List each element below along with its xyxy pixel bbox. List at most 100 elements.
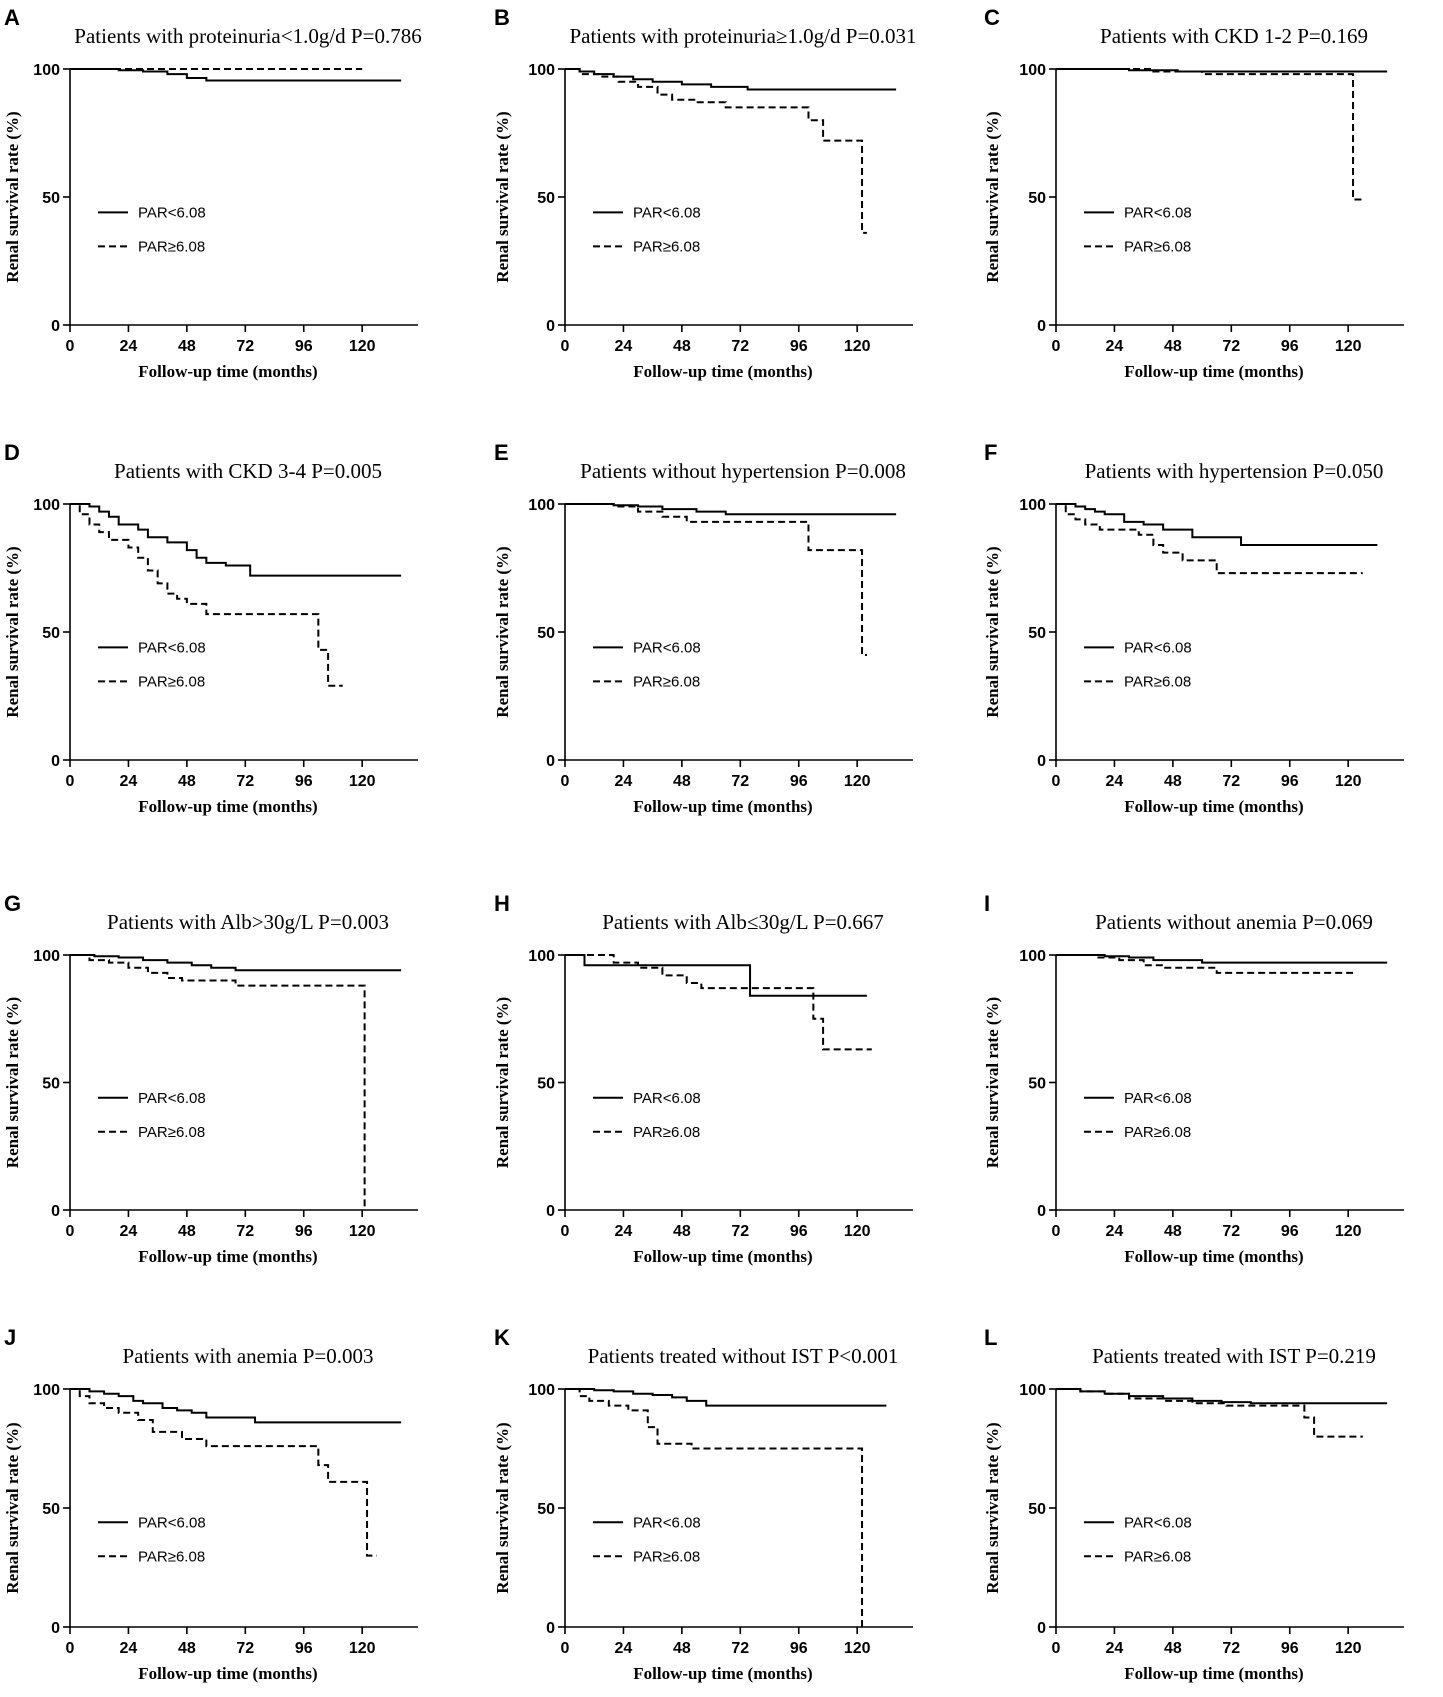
- x-tick-label: 24: [120, 338, 138, 355]
- series-par-low-curve: [70, 1388, 402, 1424]
- y-tick-label: 0: [51, 1203, 60, 1220]
- panel-e: E Patients without hypertension P=0.008 0 5…: [493, 440, 913, 816]
- x-tick-label: 120: [844, 1640, 871, 1657]
- x-tick-label: 96: [790, 338, 808, 355]
- x-tick-label: 48: [1164, 1223, 1182, 1240]
- series-par-high-curve: [1056, 954, 1354, 974]
- panel-l: L Patients treated with IST P=0.219 0 50 100…: [983, 1325, 1404, 1683]
- x-tick-label: 72: [731, 773, 749, 790]
- y-tick-label: 100: [528, 1382, 555, 1399]
- x-tick-label: 0: [1052, 1640, 1061, 1657]
- x-tick-label: 0: [1052, 338, 1061, 355]
- x-tick-label: 96: [1281, 773, 1299, 790]
- y-tick-label: 100: [528, 948, 555, 965]
- panel-title: Patients without hypertension P=0.008: [580, 459, 906, 483]
- y-axis-title: Renal survival rate (%): [3, 111, 22, 282]
- y-tick-label: 50: [42, 1076, 60, 1093]
- y-tick-label: 0: [1037, 1620, 1046, 1637]
- x-tick-label: 96: [790, 773, 808, 790]
- x-tick-label: 24: [1106, 1640, 1124, 1657]
- y-axis-title: Renal survival rate (%): [983, 546, 1002, 717]
- panel-title: Patients with hypertension P=0.050: [1085, 459, 1384, 483]
- x-tick-label: 120: [349, 338, 376, 355]
- series-par-low-curve: [565, 1388, 887, 1407]
- x-tick-label: 0: [66, 1640, 75, 1657]
- panel-letter: F: [984, 440, 997, 465]
- legend-label: PAR≥6.08: [138, 238, 205, 255]
- y-tick-label: 100: [528, 62, 555, 79]
- legend-label: PAR<6.08: [138, 204, 206, 221]
- y-axis-title: Renal survival rate (%): [983, 111, 1002, 282]
- x-tick-label: 72: [731, 338, 749, 355]
- x-axis-title: Follow-up time (months): [138, 362, 317, 381]
- x-tick-label: 0: [66, 773, 75, 790]
- x-tick-label: 96: [790, 1640, 808, 1657]
- panel-k: K Patients treated without IST P<0.001 0 50…: [493, 1325, 913, 1683]
- panel-letter: C: [984, 5, 1000, 30]
- y-tick-label: 100: [33, 948, 60, 965]
- x-tick-label: 0: [1052, 1223, 1061, 1240]
- panel-a: A Patients with proteinuria<1.0g/d P=0.78…: [3, 5, 422, 381]
- y-tick-label: 100: [1019, 62, 1046, 79]
- x-tick-label: 48: [178, 773, 196, 790]
- panel-letter: K: [494, 1325, 510, 1350]
- y-tick-label: 0: [51, 1620, 60, 1637]
- legend-label: PAR<6.08: [138, 639, 206, 656]
- x-axis-title: Follow-up time (months): [138, 1664, 317, 1683]
- panel-title: Patients with proteinuria≥1.0g/d P=0.031: [569, 24, 916, 48]
- series-par-low-curve: [565, 68, 897, 91]
- y-tick-label: 50: [42, 1501, 60, 1518]
- panel-title: Patients with Alb>30g/L P=0.003: [107, 910, 389, 934]
- legend-label: PAR<6.08: [633, 204, 701, 221]
- legend-label: PAR≥6.08: [1124, 238, 1191, 255]
- y-axis-title: Renal survival rate (%): [3, 997, 22, 1168]
- x-tick-label: 48: [1164, 773, 1182, 790]
- x-tick-label: 48: [178, 1640, 196, 1657]
- y-axis-title: Renal survival rate (%): [493, 546, 512, 717]
- y-tick-label: 50: [42, 190, 60, 207]
- panel-letter: I: [984, 891, 990, 916]
- x-axis-title: Follow-up time (months): [633, 1247, 812, 1266]
- x-tick-label: 24: [615, 1223, 633, 1240]
- legend-label: PAR≥6.08: [138, 673, 205, 690]
- legend-label: PAR≥6.08: [633, 673, 700, 690]
- y-tick-label: 0: [1037, 318, 1046, 335]
- x-tick-label: 48: [673, 773, 691, 790]
- legend-label: PAR≥6.08: [138, 1548, 205, 1565]
- y-axis-title: Renal survival rate (%): [983, 1422, 1002, 1593]
- panel-c: C Patients with CKD 1-2 P=0.169 0 50 100 0 24 4…: [983, 5, 1404, 381]
- x-tick-label: 24: [120, 1640, 138, 1657]
- panel-f: F Patients with hypertension P=0.050 0 50 10…: [983, 440, 1404, 816]
- x-tick-label: 0: [1052, 773, 1061, 790]
- panel-letter: G: [4, 891, 21, 916]
- y-axis-title: Renal survival rate (%): [3, 1422, 22, 1593]
- x-tick-label: 72: [236, 1223, 254, 1240]
- panel-h: H Patients with Alb≤30g/L P=0.667 0 50 100 0 2…: [493, 891, 913, 1266]
- y-tick-label: 50: [537, 1076, 555, 1093]
- y-tick-label: 100: [1019, 948, 1046, 965]
- series-par-high-curve: [70, 503, 343, 687]
- x-tick-label: 24: [120, 773, 138, 790]
- x-tick-label: 24: [1106, 1223, 1124, 1240]
- panel-title: Patients treated without IST P<0.001: [588, 1344, 899, 1368]
- x-tick-label: 48: [1164, 338, 1182, 355]
- x-axis-title: Follow-up time (months): [633, 362, 812, 381]
- panel-letter: B: [494, 5, 510, 30]
- x-tick-label: 96: [295, 338, 313, 355]
- series-par-high-curve: [565, 1388, 864, 1627]
- x-tick-label: 0: [66, 1223, 75, 1240]
- panel-letter: E: [494, 440, 509, 465]
- series-par-high-curve: [565, 503, 867, 657]
- x-tick-label: 0: [66, 338, 75, 355]
- x-tick-label: 72: [1222, 1223, 1240, 1240]
- y-tick-label: 100: [33, 62, 60, 79]
- legend-label: PAR<6.08: [633, 1514, 701, 1531]
- series-par-high-curve: [1056, 68, 1363, 201]
- x-tick-label: 72: [236, 1640, 254, 1657]
- series-par-high-curve: [565, 68, 867, 234]
- x-tick-label: 72: [1222, 338, 1240, 355]
- panel-g: G Patients with Alb>30g/L P=0.003 0 50 100 0 2…: [3, 891, 418, 1266]
- y-tick-label: 100: [1019, 1382, 1046, 1399]
- x-tick-label: 120: [349, 1223, 376, 1240]
